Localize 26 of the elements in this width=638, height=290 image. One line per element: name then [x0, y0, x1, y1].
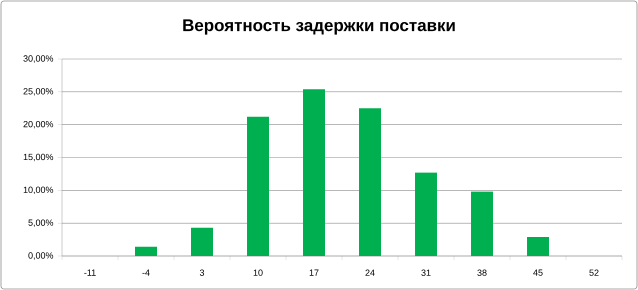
chart-title: Вероятность задержки поставки	[183, 19, 455, 35]
bar	[471, 192, 494, 256]
x-tick-label: 3	[200, 270, 204, 276]
bar	[191, 228, 214, 256]
x-tick-label: 45	[533, 270, 543, 276]
x-tick-label: 17	[310, 270, 319, 276]
y-tick-label: 10,00%	[24, 186, 54, 194]
y-tick-label: 5,00%	[28, 219, 54, 227]
x-tick-label: 52	[589, 270, 599, 276]
y-tick-label: 0,00%	[28, 252, 54, 260]
x-tick-label: -11	[84, 270, 96, 276]
x-tick-label: 10	[254, 270, 263, 276]
x-tick-label: 24	[365, 270, 375, 276]
bar	[303, 89, 326, 256]
x-tick-label: -4	[142, 270, 150, 276]
bar	[415, 172, 438, 256]
bar	[135, 246, 157, 256]
bar	[527, 236, 550, 256]
y-tick-label: 30,00%	[23, 55, 54, 63]
bar	[359, 108, 382, 256]
y-tick-label: 15,00%	[24, 154, 54, 162]
x-tick-label: 38	[477, 270, 487, 276]
y-tick-label: 20,00%	[24, 120, 54, 128]
bar	[247, 116, 270, 256]
y-tick-label: 25,00%	[24, 88, 54, 96]
x-tick-label: 31	[421, 270, 431, 276]
